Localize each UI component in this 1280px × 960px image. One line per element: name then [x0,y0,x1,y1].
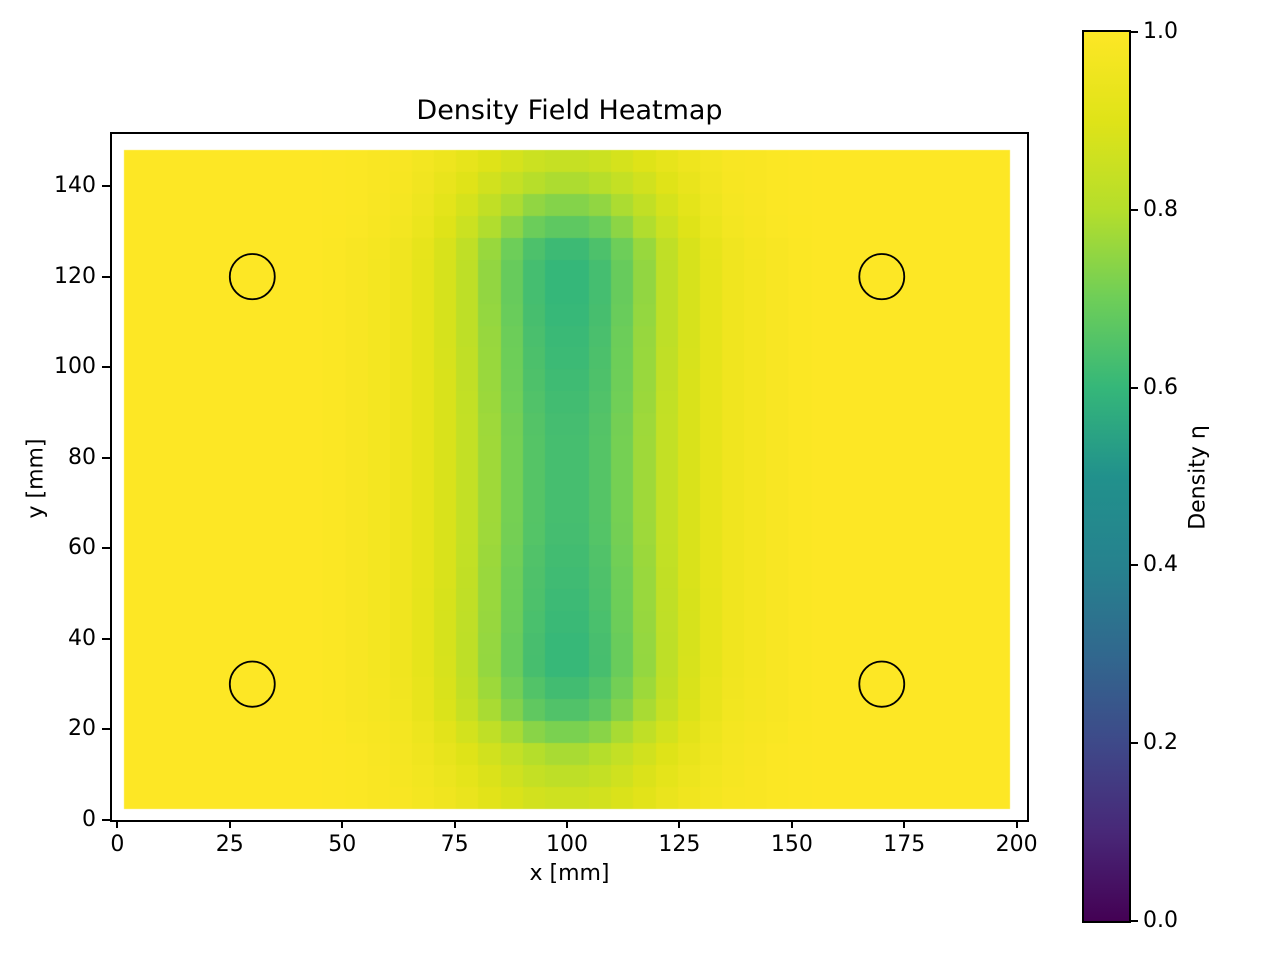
x-tick-label: 175 [883,832,926,857]
x-tick-mark [790,820,793,828]
x-tick-label: 0 [110,832,125,857]
hole-marker [858,660,906,708]
y-tick-label: 140 [54,173,96,199]
plot-area [110,132,1029,822]
colorbar-tick-mark [1131,31,1138,33]
x-tick-label: 150 [770,832,813,857]
colorbar-tick-mark [1131,920,1138,922]
x-tick-label: 25 [215,832,244,857]
colorbar-tick-label: 0.0 [1143,908,1178,933]
y-tick-mark [102,366,110,369]
colorbar-tick-mark [1131,742,1138,745]
y-tick-mark [102,547,110,550]
y-tick-mark [102,275,110,278]
x-tick-label: 50 [328,832,357,857]
x-tick-label: 75 [440,832,469,857]
hole-marker [858,253,906,301]
x-tick-label: 200 [995,832,1038,857]
x-tick-label: 100 [546,832,589,857]
hole-markers-overlay [228,253,906,708]
y-tick-mark [102,456,110,459]
y-tick-label: 40 [68,625,96,651]
chart-title: Density Field Heatmap [416,95,723,126]
colorbar-tick-label: 1.0 [1143,19,1178,44]
y-axis-label: y [mm] [23,438,49,519]
y-tick-label: 20 [68,716,96,742]
x-tick-mark [228,820,231,828]
x-tick-mark [678,820,681,828]
colorbar-tick-label: 0.6 [1143,374,1178,400]
y-tick-label: 0 [82,807,96,832]
y-tick-label: 60 [68,535,96,561]
hole-marker [228,660,276,708]
x-tick-mark [566,820,569,828]
y-tick-label: 100 [54,354,96,380]
x-tick-mark [453,820,456,828]
colorbar [1082,30,1131,923]
y-tick-label: 80 [68,444,96,470]
colorbar-tick-mark [1131,564,1138,567]
colorbar-label: Density η [1185,425,1211,530]
x-tick-label: 125 [658,832,701,857]
y-tick-label: 120 [54,263,96,289]
colorbar-tick-label: 0.4 [1143,552,1178,578]
colorbar-tick-label: 0.8 [1143,196,1178,222]
colorbar-tick-mark [1131,208,1138,211]
x-tick-mark [116,820,119,828]
colorbar-tick-mark [1131,386,1138,389]
x-tick-mark [341,820,344,828]
x-tick-mark [903,820,906,828]
colorbar-gradient [1084,32,1129,921]
y-tick-mark [102,185,110,188]
x-axis-label: x [mm] [529,861,610,886]
y-tick-mark [102,637,110,640]
y-tick-mark [102,819,110,821]
y-tick-mark [102,728,110,731]
colorbar-tick-label: 0.2 [1143,730,1178,756]
x-tick-mark [1015,820,1018,828]
hole-marker [228,253,276,301]
